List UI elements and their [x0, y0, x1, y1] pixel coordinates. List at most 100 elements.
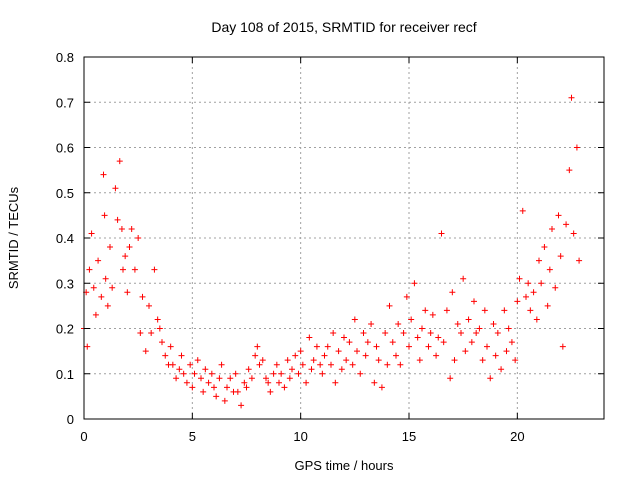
data-point — [213, 393, 220, 400]
data-point — [114, 216, 121, 223]
data-point — [276, 379, 282, 386]
data-point — [162, 352, 169, 359]
data-point — [224, 384, 230, 391]
data-point — [471, 298, 477, 305]
data-point — [191, 370, 198, 377]
data-point — [454, 320, 461, 327]
data-point — [494, 330, 501, 337]
data-point — [435, 334, 442, 341]
data-point — [241, 379, 248, 386]
data-point — [349, 361, 356, 368]
data-point — [411, 280, 418, 287]
x-tick-label: 5 — [189, 429, 196, 444]
data-point — [252, 352, 259, 359]
plot-frame — [83, 56, 605, 420]
data-point — [566, 167, 573, 174]
data-point — [360, 330, 367, 337]
data-point — [248, 375, 255, 382]
data-point — [148, 330, 155, 337]
data-point — [527, 307, 534, 314]
data-point — [112, 185, 119, 192]
data-point — [101, 212, 108, 219]
data-point — [570, 230, 577, 237]
data-point — [263, 375, 269, 382]
data-point — [563, 221, 570, 228]
data-point — [501, 307, 508, 314]
data-point — [142, 348, 149, 355]
data-point — [523, 293, 529, 300]
data-point — [371, 379, 378, 386]
data-point — [422, 307, 429, 314]
data-point — [525, 280, 532, 287]
data-point — [281, 384, 288, 391]
data-point — [319, 370, 326, 377]
data-point — [169, 361, 176, 368]
data-point — [549, 225, 555, 232]
data-point — [118, 225, 125, 232]
y-tick-label: 0.3 — [56, 276, 74, 291]
data-point — [487, 375, 494, 382]
data-point — [205, 379, 212, 386]
x-tick-label: 15 — [402, 429, 416, 444]
data-point — [292, 352, 299, 359]
data-point — [498, 366, 505, 373]
data-point — [270, 370, 277, 377]
data-point — [232, 370, 239, 377]
data-point — [173, 375, 180, 382]
data-point — [427, 330, 434, 337]
data-point — [541, 244, 548, 251]
data-point — [295, 370, 302, 377]
data-point — [440, 339, 447, 346]
data-point — [259, 357, 266, 364]
data-point — [536, 257, 542, 264]
data-point — [156, 325, 163, 332]
data-point — [368, 320, 375, 327]
data-point — [267, 388, 274, 395]
data-point — [131, 266, 138, 273]
data-point — [373, 343, 380, 350]
data-point — [490, 320, 497, 327]
data-point — [395, 320, 402, 327]
data-point — [135, 235, 142, 241]
data-point — [284, 357, 291, 364]
data-point — [473, 330, 480, 337]
data-point — [351, 316, 358, 323]
data-point — [503, 348, 510, 355]
data-point — [375, 357, 382, 364]
data-point — [183, 379, 190, 386]
data-point — [286, 375, 293, 382]
data-point — [332, 379, 339, 386]
data-point — [120, 266, 126, 273]
data-point — [208, 370, 215, 377]
data-point — [484, 343, 490, 350]
data-point — [167, 343, 174, 350]
data-point — [465, 316, 472, 323]
data-point — [187, 361, 194, 368]
data-point — [308, 366, 315, 373]
data-point — [122, 253, 129, 260]
data-point — [176, 366, 183, 373]
data-point — [317, 361, 324, 368]
data-point — [384, 361, 391, 368]
data-point — [221, 397, 228, 404]
data-point — [378, 384, 385, 391]
data-point — [505, 325, 512, 332]
data-point — [211, 384, 217, 391]
data-point — [321, 352, 328, 359]
y-tick-label: 0.7 — [56, 95, 74, 110]
data-point — [341, 334, 347, 341]
y-tick-label: 0.2 — [56, 322, 74, 337]
data-point — [364, 339, 371, 346]
data-point — [324, 343, 331, 350]
data-point — [476, 325, 483, 332]
data-point — [512, 357, 519, 364]
data-point — [124, 289, 131, 296]
data-point — [194, 357, 201, 364]
data-point — [449, 289, 456, 296]
data-point — [362, 352, 369, 359]
data-point — [479, 357, 486, 364]
data-point — [429, 311, 436, 318]
data-point — [546, 266, 553, 273]
data-point — [468, 339, 475, 346]
